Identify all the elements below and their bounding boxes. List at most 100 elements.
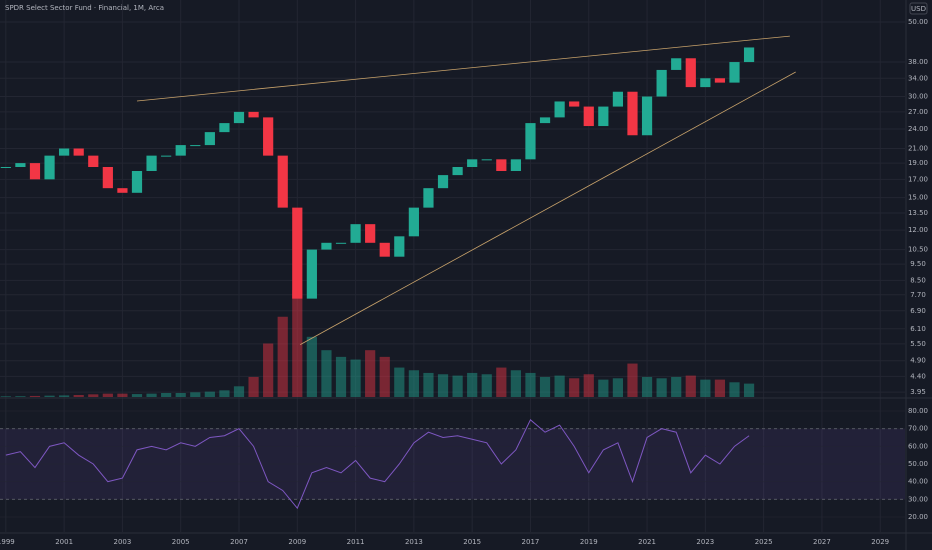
volume-bar bbox=[131, 394, 143, 397]
volume-bar bbox=[671, 376, 682, 397]
candle bbox=[729, 62, 740, 83]
x-tick-label: 2013 bbox=[405, 538, 423, 546]
volume-bar bbox=[277, 316, 288, 397]
candle bbox=[656, 69, 667, 97]
y-tick-label: 8.50 bbox=[910, 276, 926, 284]
volume-bar bbox=[539, 376, 551, 397]
volume-bar bbox=[59, 395, 70, 397]
rsi-tick-label: 50.00 bbox=[908, 460, 928, 468]
chart-title: SPDR Select Sector Fund · Financial, 1M,… bbox=[5, 4, 164, 12]
currency: USD bbox=[911, 5, 926, 13]
y-tick-label: 4.40 bbox=[910, 372, 926, 380]
candle bbox=[117, 188, 128, 193]
candle bbox=[583, 106, 594, 127]
currency-box bbox=[909, 2, 928, 15]
candle bbox=[15, 163, 26, 168]
candle bbox=[510, 159, 521, 171]
volume-bar bbox=[496, 367, 507, 397]
volume-bar bbox=[88, 394, 99, 397]
y-tick-label: 9.50 bbox=[910, 260, 926, 268]
volume-bar bbox=[685, 375, 696, 397]
volume-bar bbox=[233, 386, 245, 397]
volume-bar bbox=[146, 393, 157, 397]
volume-bar bbox=[44, 395, 55, 397]
y-tick-label: 30.00 bbox=[908, 93, 928, 101]
candle bbox=[161, 155, 172, 157]
volume-bar bbox=[612, 378, 624, 397]
volume-bar bbox=[583, 374, 594, 397]
volume-bar bbox=[481, 374, 492, 397]
volume-bar bbox=[408, 370, 419, 397]
rsi-line bbox=[5, 419, 750, 510]
volume-bar bbox=[394, 367, 405, 397]
volume-bar bbox=[190, 392, 201, 397]
rsi-tick-label: 60.00 bbox=[908, 442, 928, 450]
x-tick-label: 2019 bbox=[580, 538, 598, 546]
y-tick-label: 15.00 bbox=[908, 194, 928, 202]
volume-bar bbox=[321, 350, 332, 397]
candle bbox=[102, 167, 113, 189]
x-tick-label: 2023 bbox=[696, 538, 714, 546]
candle bbox=[641, 96, 653, 136]
candle bbox=[612, 91, 624, 107]
candle bbox=[539, 117, 551, 124]
candle bbox=[204, 132, 215, 146]
y-tick-label: 3.95 bbox=[910, 388, 926, 396]
candle bbox=[88, 155, 99, 168]
volume-bar bbox=[569, 378, 580, 397]
volume-bar bbox=[263, 343, 274, 397]
volume-bar bbox=[219, 390, 230, 397]
volume-bar bbox=[335, 356, 347, 397]
x-tick-label: 2005 bbox=[172, 538, 190, 546]
x-tick-label: 2003 bbox=[114, 538, 132, 546]
candle bbox=[394, 236, 405, 257]
candle bbox=[481, 159, 492, 161]
x-tick-label: 2001 bbox=[55, 538, 73, 546]
y-tick-label: 50.00 bbox=[908, 18, 928, 26]
candle bbox=[73, 148, 84, 156]
x-tick-label: 2009 bbox=[288, 538, 306, 546]
candle bbox=[277, 155, 288, 208]
y-tick-label: 17.00 bbox=[908, 175, 928, 183]
volume-bar bbox=[437, 374, 449, 397]
y-tick-label: 38.00 bbox=[908, 58, 928, 66]
volume-bar bbox=[15, 396, 26, 397]
y-tick-label: 7.70 bbox=[910, 291, 926, 299]
y-tick-label: 6.90 bbox=[910, 307, 926, 315]
volume-bar bbox=[627, 363, 638, 397]
candle bbox=[467, 159, 478, 168]
candle bbox=[146, 155, 157, 171]
marks bbox=[0, 35, 796, 510]
volume-bar bbox=[161, 392, 172, 397]
candle bbox=[335, 242, 347, 244]
volume-bar bbox=[510, 370, 521, 397]
volume-bar bbox=[554, 375, 565, 397]
candle bbox=[365, 224, 376, 243]
candle bbox=[671, 58, 682, 70]
trendline bbox=[136, 35, 790, 102]
y-tick-label: 19.00 bbox=[908, 159, 928, 167]
y-tick-label: 21.00 bbox=[908, 145, 928, 153]
trendline bbox=[300, 71, 796, 346]
volume-bar bbox=[29, 395, 41, 397]
volume-bar bbox=[292, 290, 303, 397]
candle bbox=[263, 117, 274, 156]
y-tick-label: 27.00 bbox=[908, 108, 928, 116]
candle bbox=[306, 249, 317, 299]
volume-bar bbox=[729, 382, 740, 397]
candle bbox=[554, 101, 565, 118]
volume-bar bbox=[365, 350, 376, 397]
candle bbox=[350, 224, 361, 243]
x-tick-label: 2029 bbox=[871, 538, 889, 546]
volume-bar bbox=[204, 391, 215, 397]
volume-bar bbox=[714, 379, 726, 397]
candle bbox=[292, 207, 303, 299]
y-tick-label: 6.10 bbox=[910, 325, 926, 333]
candle bbox=[408, 207, 419, 237]
y-tick-label: 5.50 bbox=[910, 340, 926, 348]
x-tick-label: 2025 bbox=[755, 538, 773, 546]
y-tick-label: 12.00 bbox=[908, 226, 928, 234]
candle bbox=[131, 170, 143, 193]
y-tick-label: 10.50 bbox=[908, 246, 928, 254]
